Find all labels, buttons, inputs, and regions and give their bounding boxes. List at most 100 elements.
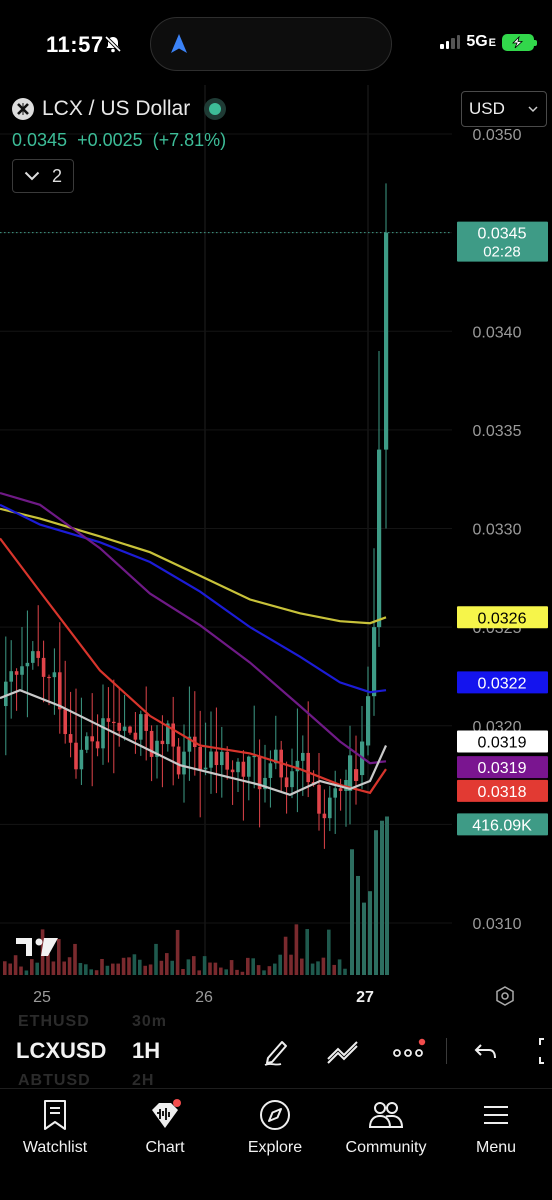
volume-bar bbox=[132, 954, 137, 975]
candle-body bbox=[348, 755, 353, 791]
nav-community[interactable]: Community bbox=[331, 1097, 441, 1157]
candle-body bbox=[117, 722, 121, 731]
candle-body bbox=[366, 696, 371, 746]
price-label-value: 0.0326 bbox=[478, 610, 527, 627]
chart-icon bbox=[152, 1099, 181, 1128]
candle-body bbox=[144, 714, 148, 731]
volume-bar bbox=[267, 966, 272, 975]
volume-bar bbox=[321, 957, 326, 975]
candle-body bbox=[68, 734, 73, 743]
fullscreen-icon bbox=[539, 1038, 544, 1064]
candle-body bbox=[85, 736, 89, 750]
lcx-logo-icon bbox=[12, 98, 34, 120]
volume-bar bbox=[283, 936, 288, 975]
volume-bar bbox=[35, 962, 39, 975]
fullscreen-button[interactable] bbox=[530, 1033, 552, 1069]
volume-bar bbox=[305, 929, 309, 975]
candle-body bbox=[220, 751, 224, 766]
volume-bar bbox=[240, 971, 245, 975]
undo-button[interactable] bbox=[467, 1033, 505, 1069]
volume-bar bbox=[154, 943, 158, 975]
candle-body bbox=[274, 749, 278, 764]
nav-chart[interactable]: Chart bbox=[110, 1097, 220, 1157]
volume-bar bbox=[256, 965, 261, 975]
candle-body bbox=[322, 813, 327, 819]
indicators-toggle-button[interactable]: 2 bbox=[12, 159, 74, 193]
volume-bar bbox=[374, 830, 378, 975]
volume-bar bbox=[57, 939, 61, 975]
date-tick-label: 25 bbox=[33, 989, 51, 1006]
price-label-value: 0.0319 bbox=[478, 760, 527, 777]
community-icon bbox=[368, 1102, 404, 1128]
moving-average-line bbox=[0, 503, 387, 694]
candle-body bbox=[198, 747, 202, 770]
volume-bar bbox=[73, 943, 77, 975]
volume-bar bbox=[3, 961, 7, 975]
interval-selector[interactable]: 1H bbox=[132, 1038, 161, 1063]
candle-body bbox=[14, 671, 19, 675]
volume-bar bbox=[208, 962, 212, 975]
volume-bar bbox=[13, 955, 18, 975]
volume-bar bbox=[219, 967, 223, 975]
moving-average-line bbox=[0, 689, 388, 796]
price-label-box bbox=[457, 221, 548, 262]
ghost-interval-bottom: 2H bbox=[132, 1072, 155, 1089]
price-label-box bbox=[457, 779, 548, 802]
moving-average-line bbox=[0, 537, 387, 795]
volume-bar bbox=[78, 962, 83, 975]
volume-bar bbox=[30, 959, 34, 975]
candle-body bbox=[20, 666, 24, 675]
candle-body bbox=[230, 769, 235, 773]
battery-charging-icon bbox=[502, 33, 537, 51]
candle-body bbox=[187, 736, 192, 752]
candle-body bbox=[372, 627, 377, 697]
more-dots-icon bbox=[393, 1038, 426, 1057]
price-chart[interactable]: 0.03500.03450.03400.03350.03300.03250.03… bbox=[0, 85, 552, 1020]
nav-label: Chart bbox=[145, 1139, 185, 1156]
volume-bar bbox=[197, 970, 201, 975]
candle-body bbox=[384, 232, 389, 450]
candle-body bbox=[171, 723, 175, 747]
price-label-value: 0.0319 bbox=[478, 735, 527, 752]
candle-body bbox=[236, 761, 240, 773]
pen-icon bbox=[264, 1041, 287, 1066]
volume-bar bbox=[170, 960, 174, 975]
price-summary: 0.0345 +0.0025 (+7.81%) bbox=[12, 130, 226, 151]
price-label-value: 416.09K bbox=[472, 817, 532, 834]
candle-body bbox=[182, 751, 186, 775]
volume-bar bbox=[202, 956, 207, 975]
symbol-selector[interactable]: LCXUSD bbox=[16, 1038, 107, 1063]
more-options-button[interactable] bbox=[390, 1033, 428, 1069]
tradingview-logo-icon bbox=[16, 938, 32, 956]
volume-bar bbox=[332, 964, 336, 975]
candle-body bbox=[58, 672, 62, 710]
volume-bar bbox=[385, 816, 389, 975]
nav-menu[interactable]: Menu bbox=[441, 1097, 551, 1157]
candle-body bbox=[252, 755, 256, 758]
candle-body bbox=[354, 769, 359, 781]
compass-icon bbox=[260, 1100, 290, 1130]
volume-bar bbox=[186, 959, 191, 975]
candle-body bbox=[214, 751, 219, 766]
volume-bar bbox=[51, 961, 56, 975]
network-label: 5GE bbox=[466, 33, 496, 50]
drawing-tool-button[interactable] bbox=[258, 1033, 296, 1069]
candle-body bbox=[203, 767, 208, 770]
volume-bar bbox=[316, 961, 320, 975]
candle-body bbox=[122, 726, 127, 731]
undo-icon bbox=[474, 1044, 496, 1059]
last-price: 0.0345 bbox=[12, 130, 68, 150]
nav-explore[interactable]: Explore bbox=[220, 1097, 330, 1157]
status-bar: 11:57 5GE bbox=[0, 0, 552, 90]
nav-watchlist[interactable]: Watchlist bbox=[0, 1097, 110, 1157]
currency-select[interactable]: USD bbox=[461, 91, 547, 127]
signal-icon bbox=[440, 35, 461, 49]
volume-bar bbox=[294, 924, 299, 975]
price-label-box bbox=[457, 730, 548, 753]
indicators-button[interactable] bbox=[324, 1033, 362, 1069]
volume-bar bbox=[327, 929, 331, 975]
symbol-header[interactable]: LCX / US Dollar bbox=[12, 96, 227, 122]
candle-body bbox=[306, 752, 310, 783]
toolbar-divider bbox=[446, 1038, 447, 1064]
volume-bar bbox=[175, 929, 180, 975]
